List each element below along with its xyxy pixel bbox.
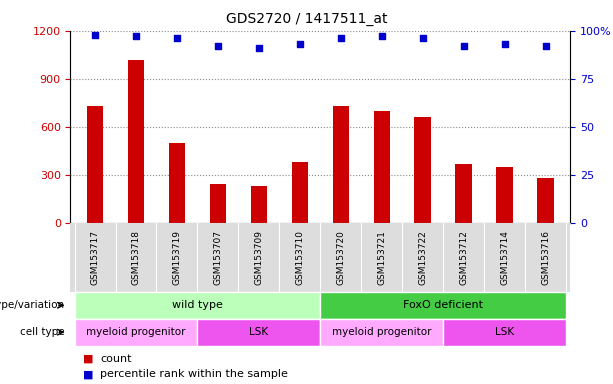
Point xyxy=(90,31,100,38)
Text: LSK: LSK xyxy=(249,327,268,337)
Text: percentile rank within the sample: percentile rank within the sample xyxy=(100,369,287,379)
Bar xyxy=(455,164,472,223)
Point xyxy=(418,35,428,41)
Bar xyxy=(87,106,103,223)
Text: GSM153718: GSM153718 xyxy=(132,230,140,285)
Text: GDS2720 / 1417511_at: GDS2720 / 1417511_at xyxy=(226,12,387,25)
Text: GSM153707: GSM153707 xyxy=(213,230,223,285)
Bar xyxy=(414,117,431,223)
Bar xyxy=(333,106,349,223)
Text: GSM153719: GSM153719 xyxy=(172,230,181,285)
Text: GSM153717: GSM153717 xyxy=(91,230,99,285)
Point xyxy=(172,35,182,41)
Text: GSM153709: GSM153709 xyxy=(254,230,264,285)
Text: count: count xyxy=(100,354,131,364)
Bar xyxy=(169,143,185,223)
Point xyxy=(131,33,141,40)
Bar xyxy=(292,162,308,223)
Bar xyxy=(538,178,554,223)
Text: GSM153721: GSM153721 xyxy=(377,230,386,285)
Text: myeloid progenitor: myeloid progenitor xyxy=(332,327,432,337)
Point xyxy=(336,35,346,41)
Text: GSM153712: GSM153712 xyxy=(459,230,468,285)
Text: FoxO deficient: FoxO deficient xyxy=(403,300,483,310)
Bar xyxy=(497,167,512,223)
Text: myeloid progenitor: myeloid progenitor xyxy=(86,327,186,337)
Text: genotype/variation: genotype/variation xyxy=(0,300,64,310)
Bar xyxy=(373,111,390,223)
Point xyxy=(459,43,468,49)
Text: ■: ■ xyxy=(83,354,93,364)
Text: GSM153722: GSM153722 xyxy=(418,230,427,285)
Point xyxy=(213,43,223,49)
Text: LSK: LSK xyxy=(495,327,514,337)
Point xyxy=(500,41,509,47)
Point xyxy=(295,41,305,47)
Point xyxy=(541,43,550,49)
Text: cell type: cell type xyxy=(20,327,64,337)
Text: GSM153716: GSM153716 xyxy=(541,230,550,285)
Text: GSM153720: GSM153720 xyxy=(337,230,345,285)
Point xyxy=(254,45,264,51)
Bar xyxy=(128,60,144,223)
Text: GSM153714: GSM153714 xyxy=(500,230,509,285)
Text: ■: ■ xyxy=(83,369,93,379)
Point xyxy=(377,33,387,40)
Text: GSM153710: GSM153710 xyxy=(295,230,304,285)
Text: wild type: wild type xyxy=(172,300,223,310)
Bar xyxy=(210,184,226,223)
Bar xyxy=(251,186,267,223)
